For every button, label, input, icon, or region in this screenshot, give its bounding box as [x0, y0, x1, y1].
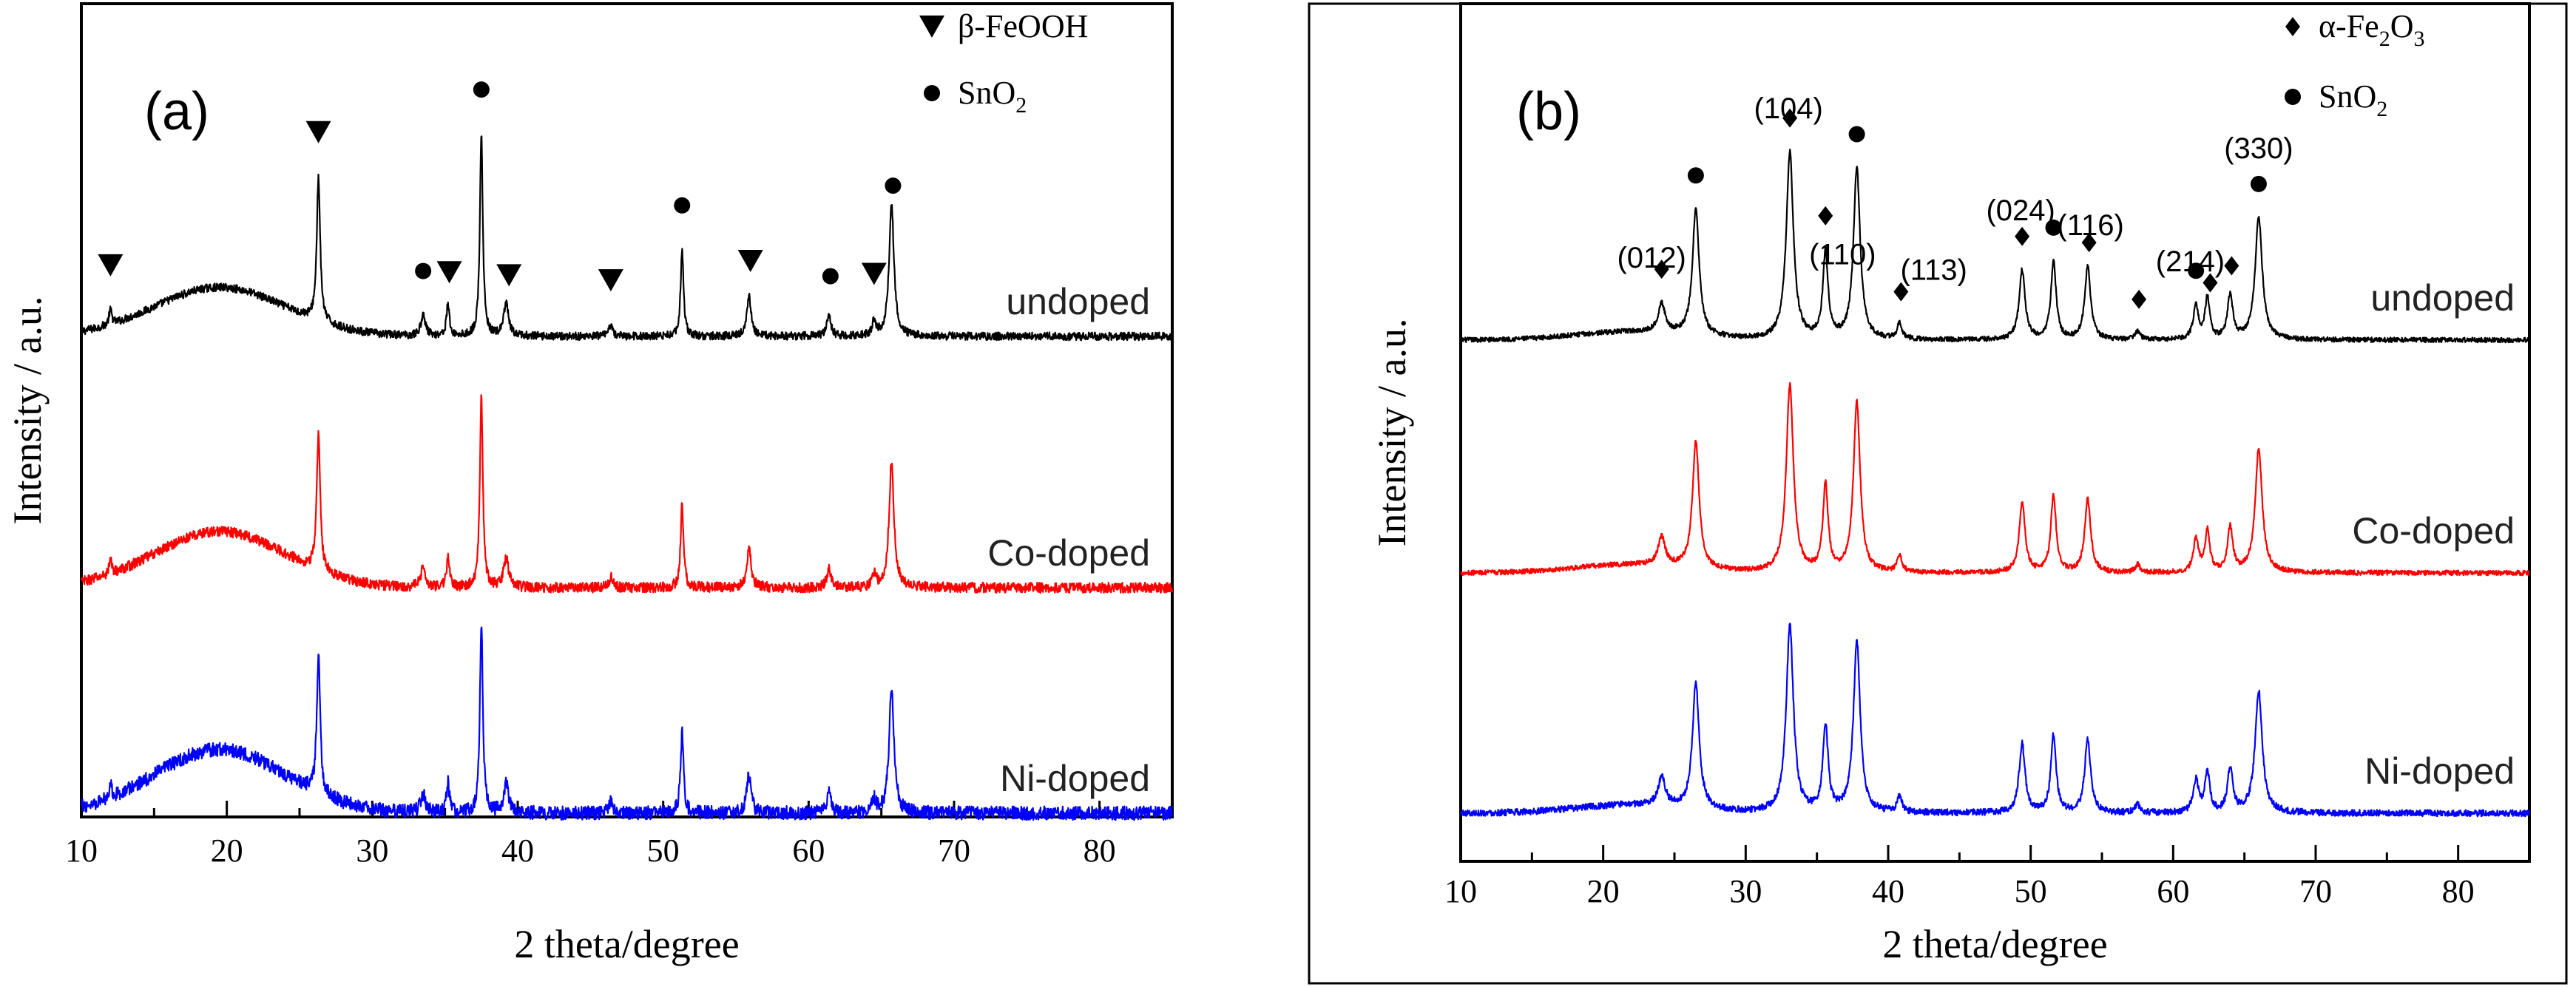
x-axis-label: 2 theta/degree — [1882, 922, 2107, 966]
phase-marker-diamond — [2224, 256, 2239, 276]
phase-marker-diamond — [2081, 233, 2097, 253]
phase-marker-triangle-down — [98, 254, 124, 277]
series-line-co-doped — [80, 394, 1174, 594]
reflection-label: (214) — [2156, 245, 2225, 278]
reflection-label: (330) — [2224, 132, 2293, 165]
series-line-ni-doped — [1459, 623, 2531, 818]
phase-marker-circle — [885, 177, 902, 194]
x-tick-label: 50 — [2015, 873, 2047, 909]
phase-marker-triangle-down — [496, 264, 522, 287]
plot-frame — [1459, 2, 2531, 863]
phase-marker-circle — [415, 262, 432, 279]
x-tick-label: 10 — [1444, 873, 1477, 909]
y-axis-label: Intensity / a.u. — [1370, 319, 1414, 547]
reflection-label: (104) — [1754, 92, 1822, 125]
legend-subscript: 2 — [1015, 93, 1027, 118]
phase-marker-circle — [1848, 126, 1865, 143]
x-tick-label: 40 — [1872, 873, 1904, 909]
x-tick-label: 60 — [792, 832, 825, 869]
legend-label: α-Fe2O3 — [2319, 8, 2425, 51]
phase-marker-triangle-down — [861, 262, 887, 285]
panel-label: (b) — [1516, 82, 1581, 141]
x-tick-label: 10 — [65, 832, 98, 869]
legend-marker-circle — [924, 85, 940, 101]
phase-marker-triangle-down — [737, 250, 763, 273]
legend-subscript: 3 — [2414, 27, 2425, 51]
legend-marker-triangle-down — [919, 16, 944, 38]
legend-marker-diamond — [2285, 17, 2300, 36]
legend-marker-circle — [2285, 89, 2301, 105]
x-tick-label: 20 — [1587, 873, 1620, 909]
panel-b: 10 20 30 40 50 60 70 80 2 theta/degree Intensity … — [1308, 2, 2568, 985]
phase-marker-circle — [2250, 175, 2267, 192]
x-tick-label: 30 — [1729, 873, 1762, 909]
legend-text: β-FeOOH — [958, 8, 1088, 44]
legend-text: O — [2390, 8, 2414, 44]
panel-a: 10 20 30 40 50 60 70 80 2 theta/degree Intensity … — [5, 2, 1174, 966]
phase-marker-diamond — [2015, 226, 2030, 246]
legend-subscript: 2 — [2376, 97, 2387, 121]
legend-label: β-FeOOH — [958, 8, 1088, 44]
phase-marker-diamond — [2132, 289, 2147, 309]
x-tick-label: 60 — [2157, 873, 2189, 909]
legend-subscript: 2 — [2379, 27, 2390, 51]
series-line-undoped — [80, 135, 1174, 342]
x-tick-label: 50 — [647, 832, 680, 869]
legend-text: SnO — [958, 75, 1015, 111]
phase-marker-circle — [822, 268, 839, 285]
phase-marker-circle — [2045, 219, 2062, 236]
x-axis-label: 2 theta/degree — [514, 922, 739, 966]
reflection-label: (116) — [2057, 209, 2123, 242]
x-tick-label: 80 — [1084, 832, 1116, 869]
phase-marker-triangle-down — [305, 121, 331, 143]
series-line-undoped — [1460, 149, 2531, 344]
legend-label: SnO2 — [2319, 78, 2387, 121]
reflection-label: (110) — [1809, 238, 1876, 271]
series-label: Ni-doped — [2364, 750, 2515, 792]
phase-marker-triangle-down — [598, 269, 623, 292]
series-label: Co-doped — [2352, 510, 2515, 552]
phase-marker-circle — [473, 81, 490, 98]
x-tick-label: 30 — [356, 832, 388, 869]
legend-text: SnO — [2319, 78, 2376, 115]
series-label: Co-doped — [987, 532, 1150, 574]
reflection-label: (012) — [1617, 242, 1686, 274]
series-label: Ni-doped — [1000, 758, 1150, 799]
x-tick-label: 70 — [938, 832, 970, 869]
phase-marker-diamond — [2203, 273, 2218, 293]
x-tick-label: 70 — [2299, 873, 2332, 909]
panel-label: (a) — [144, 82, 209, 141]
x-tick-label: 40 — [501, 832, 534, 869]
phase-marker-triangle-down — [436, 261, 462, 284]
phase-marker-circle — [2188, 262, 2205, 279]
phase-marker-diamond — [1818, 206, 1833, 225]
series-line-co-doped — [1460, 381, 2530, 577]
reflection-label: (113) — [1900, 254, 1967, 287]
x-tick-label: 80 — [2442, 873, 2475, 909]
phase-marker-diamond — [1782, 108, 1798, 128]
series-label: undoped — [2370, 277, 2515, 319]
phase-marker-diamond — [1654, 260, 1669, 279]
legend-label: SnO2 — [958, 75, 1027, 118]
series-line-ni-doped — [81, 626, 1174, 821]
y-axis-label: Intensity / a.u. — [5, 296, 50, 525]
x-tick-label: 20 — [211, 832, 243, 869]
series-label: undoped — [1006, 281, 1150, 322]
phase-marker-circle — [1687, 167, 1704, 184]
phase-marker-circle — [674, 197, 691, 214]
phase-marker-diamond — [1893, 282, 1909, 302]
reflection-label: (024) — [1986, 194, 2055, 227]
legend-text: α-Fe — [2319, 8, 2379, 44]
